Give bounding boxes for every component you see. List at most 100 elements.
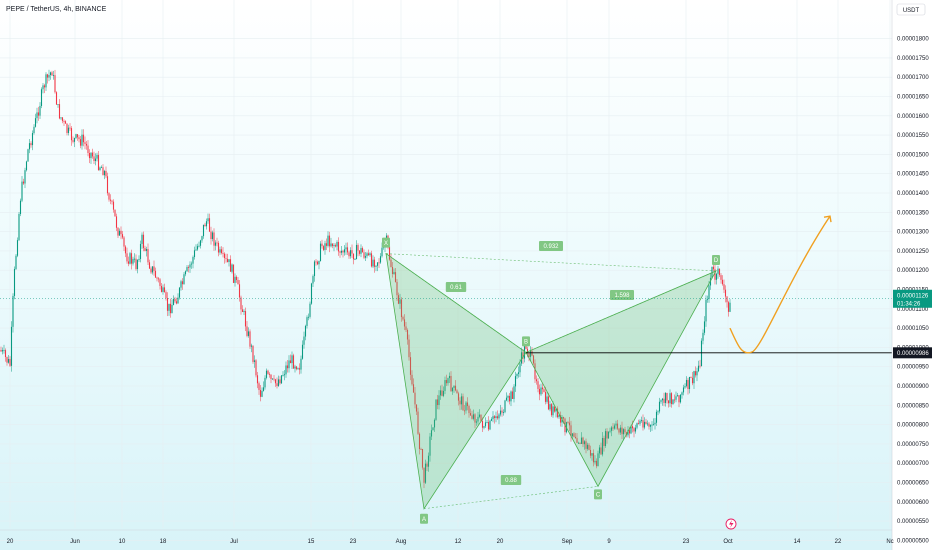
candle-body bbox=[480, 414, 482, 422]
candle-body bbox=[352, 253, 355, 260]
candle-body bbox=[487, 422, 490, 430]
candle-body bbox=[240, 297, 242, 310]
candle-body bbox=[594, 460, 596, 463]
candle-body bbox=[265, 370, 268, 378]
candle-body bbox=[516, 373, 518, 377]
candle-body bbox=[429, 436, 431, 456]
candle-body bbox=[322, 246, 325, 250]
candle-body bbox=[297, 368, 299, 370]
support-price-value: 0.00000986 bbox=[897, 351, 929, 357]
candle-body bbox=[439, 390, 442, 396]
candle-body bbox=[724, 289, 727, 297]
time-tick-label: 10 bbox=[119, 539, 126, 545]
projection-arrowhead bbox=[823, 215, 832, 223]
candle-body bbox=[600, 447, 602, 455]
time-tick-label: Aug bbox=[396, 539, 407, 545]
point-label-A: A bbox=[422, 517, 426, 523]
candle-body bbox=[474, 414, 476, 423]
candle-body bbox=[414, 392, 416, 405]
candle-body bbox=[139, 243, 142, 259]
time-tick-label: Oct bbox=[723, 539, 733, 545]
candle-body bbox=[148, 262, 151, 269]
projection-path bbox=[729, 215, 831, 354]
candle-body bbox=[7, 359, 10, 363]
candle-body bbox=[609, 430, 611, 432]
candle-body bbox=[4, 350, 7, 358]
candle-body bbox=[616, 423, 619, 429]
candle-body bbox=[526, 348, 529, 354]
candle-body bbox=[496, 416, 499, 419]
candle-body bbox=[151, 266, 154, 273]
candle-body bbox=[147, 249, 149, 263]
candle-body bbox=[427, 455, 430, 467]
candle-body bbox=[426, 463, 428, 467]
candle-body bbox=[273, 378, 275, 380]
time-tick-label: 9 bbox=[607, 539, 611, 545]
candle-body bbox=[682, 387, 685, 393]
candle-body bbox=[369, 253, 371, 256]
candle-body bbox=[567, 422, 569, 423]
candle-body bbox=[450, 375, 452, 392]
candle-body bbox=[379, 256, 382, 263]
price-axis: USDT 0.00001800 0.00001750 0.00001700 0.0000… bbox=[891, 0, 932, 550]
candle-body bbox=[289, 360, 292, 364]
candle-body bbox=[51, 72, 53, 76]
candle-body bbox=[264, 377, 266, 388]
candle-body bbox=[184, 271, 187, 275]
candle-body bbox=[649, 425, 652, 427]
candle-body bbox=[595, 460, 598, 467]
candle-body bbox=[90, 152, 92, 159]
price-tick-label: 0.00000500 bbox=[897, 538, 929, 544]
candle-body bbox=[562, 417, 565, 419]
candle-body bbox=[309, 303, 311, 317]
time-tick-label: 15 bbox=[308, 539, 315, 545]
price-tick-label: 0.00000750 bbox=[897, 442, 929, 448]
candle-body bbox=[580, 437, 583, 444]
candle-body bbox=[415, 404, 418, 412]
candle-body bbox=[606, 431, 608, 439]
candle-body bbox=[132, 258, 134, 264]
candle-body bbox=[715, 273, 718, 280]
xd-line bbox=[385, 253, 717, 272]
candle-body bbox=[640, 420, 643, 421]
candle-body bbox=[57, 104, 59, 105]
candle-body bbox=[639, 420, 641, 424]
candle-body bbox=[279, 379, 281, 384]
candle-body bbox=[405, 326, 407, 330]
candle-body bbox=[246, 326, 248, 336]
candle-body bbox=[664, 392, 667, 403]
candle-body bbox=[55, 92, 58, 105]
candle-body bbox=[261, 390, 263, 397]
candle-body bbox=[349, 250, 352, 257]
price-tick-label: 0.00001400 bbox=[897, 191, 929, 197]
candle-body bbox=[627, 430, 629, 436]
candle-body bbox=[393, 272, 395, 274]
candle-body bbox=[654, 422, 656, 425]
candle-body bbox=[571, 433, 574, 437]
bcd-triangle bbox=[525, 270, 717, 488]
candle-body bbox=[657, 411, 659, 413]
price-tick-label: 0.00000600 bbox=[897, 500, 929, 506]
candle-body bbox=[42, 85, 44, 90]
candle-body bbox=[285, 365, 287, 375]
candle-body bbox=[592, 453, 595, 463]
candle-body bbox=[666, 392, 668, 401]
price-tick-label: 0.00001600 bbox=[897, 114, 929, 120]
price-tick-label: 0.00000900 bbox=[897, 384, 929, 390]
candle-body bbox=[409, 357, 412, 375]
candle-body bbox=[162, 287, 164, 292]
candle-body bbox=[300, 358, 302, 370]
candle-body bbox=[417, 411, 419, 434]
candle-body bbox=[619, 427, 622, 433]
candle-body bbox=[622, 429, 625, 435]
price-tick-label: 0.00001800 bbox=[897, 37, 929, 43]
candle-body bbox=[211, 232, 214, 240]
candle-body bbox=[171, 304, 173, 314]
candle-body bbox=[430, 430, 433, 437]
candle-body bbox=[354, 259, 356, 260]
candle-body bbox=[558, 415, 560, 418]
candle-body bbox=[133, 258, 136, 260]
candle-body bbox=[375, 265, 377, 267]
candle-body bbox=[238, 284, 241, 298]
